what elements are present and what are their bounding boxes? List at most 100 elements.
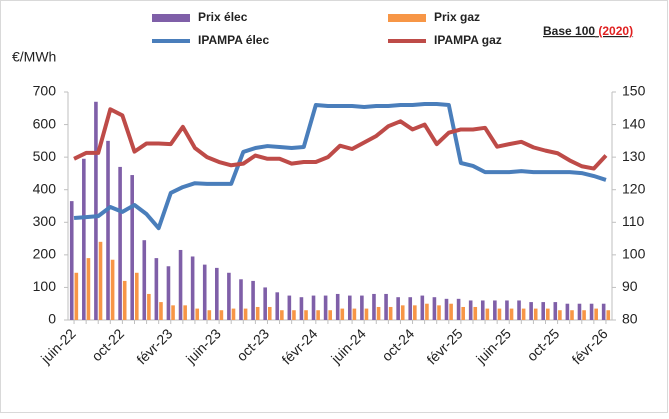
bar — [420, 295, 425, 320]
bar — [69, 201, 74, 320]
bar — [316, 310, 320, 320]
bar — [134, 272, 139, 320]
y-tick-label: 200 — [33, 246, 57, 262]
bar — [372, 293, 376, 320]
bar — [432, 297, 437, 320]
legend-label: IPAMPA élec — [198, 33, 269, 47]
bar — [408, 297, 413, 320]
bar — [558, 310, 562, 320]
bar — [594, 308, 598, 320]
bar — [118, 166, 122, 320]
bar — [106, 140, 110, 320]
bar — [74, 272, 79, 320]
bar — [553, 302, 558, 320]
bar — [219, 310, 224, 320]
bar — [565, 303, 570, 320]
y-tick-label: 100 — [33, 278, 57, 294]
bar — [509, 308, 514, 320]
bar — [347, 295, 352, 320]
bar — [183, 305, 187, 320]
bar — [601, 303, 606, 320]
bar — [444, 298, 449, 320]
bar — [582, 310, 586, 320]
bar — [195, 308, 200, 320]
bar — [541, 302, 546, 320]
bar — [437, 305, 441, 320]
bar — [190, 256, 195, 320]
bar — [606, 310, 611, 320]
bar — [255, 306, 260, 320]
y-tick-label: 700 — [33, 83, 57, 99]
bar — [110, 259, 115, 320]
y2-tick-label: 90 — [622, 278, 638, 294]
bar — [323, 295, 328, 320]
bar — [485, 308, 490, 320]
legend-label: IPAMPA gaz — [434, 33, 502, 47]
bar — [533, 308, 538, 320]
bar — [98, 241, 103, 320]
bar — [570, 310, 574, 320]
y2-tick-label: 130 — [622, 148, 646, 164]
bar — [335, 293, 340, 320]
bar — [505, 300, 509, 320]
bar — [589, 303, 594, 320]
bar — [480, 300, 485, 320]
bar — [493, 300, 497, 320]
bar — [328, 310, 333, 320]
line — [73, 107, 608, 171]
bar — [159, 302, 163, 320]
bar — [171, 305, 175, 320]
bar — [82, 158, 86, 320]
bar — [473, 306, 478, 320]
bar — [142, 240, 147, 320]
bar — [352, 308, 357, 320]
bar — [376, 306, 381, 320]
bar — [207, 310, 212, 320]
bar — [497, 308, 502, 320]
bar — [364, 308, 369, 320]
bar — [287, 295, 292, 320]
y2-tick-label: 150 — [622, 83, 646, 99]
bar — [166, 266, 171, 320]
annotation-year: (2020) — [598, 24, 633, 38]
bar — [413, 305, 417, 320]
line — [73, 102, 607, 231]
bar — [546, 308, 550, 320]
y-tick-label: 0 — [48, 311, 56, 327]
legend-label: Prix gaz — [434, 10, 480, 24]
bar — [396, 297, 400, 320]
bar — [340, 308, 345, 320]
bar — [517, 300, 521, 320]
bar — [449, 303, 453, 320]
y2-tick-label: 110 — [622, 213, 645, 229]
y2-tick-label: 80 — [622, 311, 638, 327]
bar — [147, 293, 151, 320]
bar — [154, 258, 159, 320]
bar — [215, 267, 219, 320]
bar — [178, 249, 183, 320]
bar — [388, 306, 393, 320]
legend-swatch — [388, 14, 426, 22]
legend-label: Prix élec — [198, 10, 248, 24]
bar — [227, 272, 231, 320]
bar — [263, 287, 267, 320]
legend-swatch — [152, 14, 190, 22]
bar — [275, 292, 280, 320]
bar — [202, 264, 207, 320]
y-axis-label: €/MWh — [12, 49, 56, 65]
bar — [311, 295, 316, 320]
bar — [461, 306, 465, 320]
bar — [251, 280, 255, 320]
bar — [360, 295, 364, 320]
bar — [280, 310, 284, 320]
bar — [304, 310, 308, 320]
y2-tick-label: 140 — [622, 115, 646, 131]
bar — [425, 303, 429, 320]
y-tick-label: 500 — [33, 148, 57, 164]
bar — [521, 308, 526, 320]
bar — [86, 258, 91, 320]
bar — [267, 306, 272, 320]
y-tick-label: 300 — [33, 213, 57, 229]
bar — [384, 293, 388, 320]
